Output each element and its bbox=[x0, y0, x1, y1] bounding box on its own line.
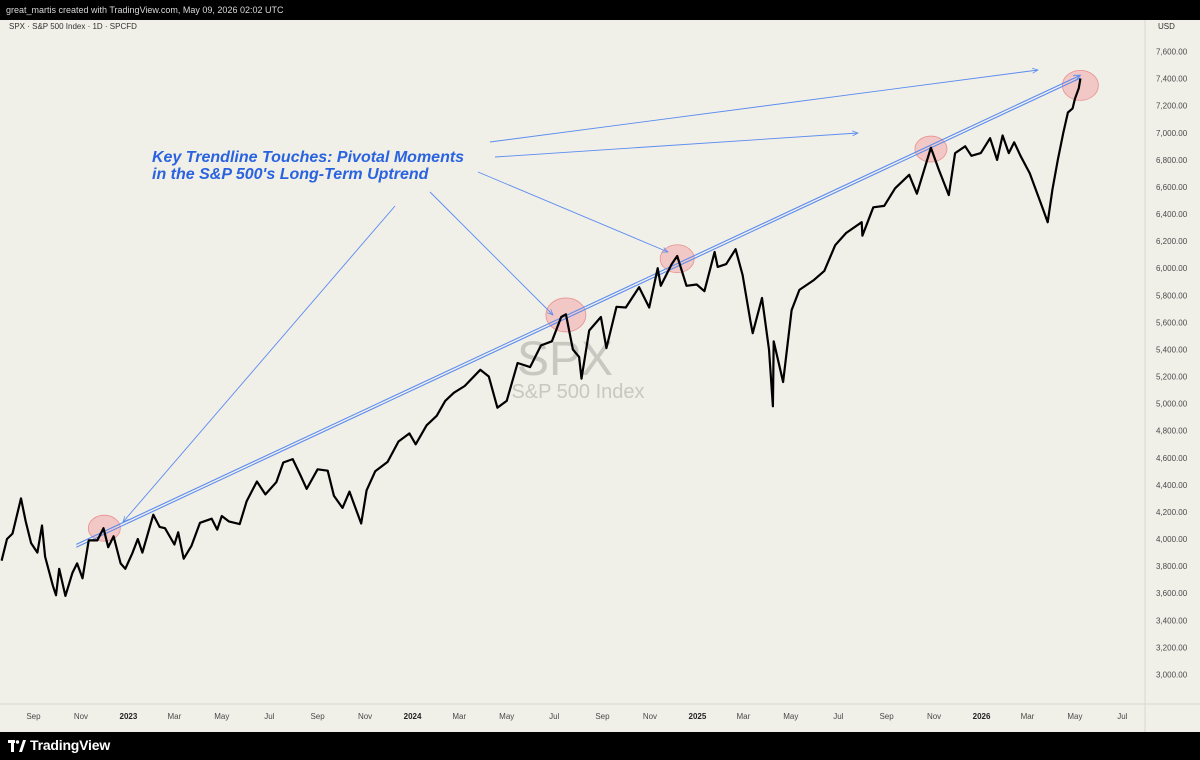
tradingview-logo-icon[interactable] bbox=[8, 740, 26, 752]
annotation-arrow bbox=[489, 70, 1038, 143]
x-tick-label: Nov bbox=[74, 712, 88, 721]
x-tick-label: Jul bbox=[264, 712, 274, 721]
annotation-arrow bbox=[123, 205, 396, 522]
x-tick-label: 2026 bbox=[973, 712, 991, 721]
annotation-arrow bbox=[494, 133, 858, 158]
x-tick-label: Jul bbox=[549, 712, 559, 721]
time-axis[interactable]: Sep Nov 2023 Mar May Jul Sep Nov 2024 Mar May Jul Se… bbox=[26, 712, 1127, 721]
trendline[interactable] bbox=[76, 74, 1081, 548]
y-tick-label: 5,000.00 bbox=[1156, 400, 1188, 409]
annotation-line-2: in the S&P 500's Long-Term Uptrend bbox=[152, 166, 430, 183]
y-tick-label: 3,600.00 bbox=[1156, 589, 1188, 598]
y-tick-label: 6,600.00 bbox=[1156, 183, 1188, 192]
y-tick-label: 6,400.00 bbox=[1156, 210, 1188, 219]
annotation-arrow bbox=[477, 171, 668, 252]
y-tick-label: 6,800.00 bbox=[1156, 156, 1188, 165]
y-tick-label: 4,000.00 bbox=[1156, 535, 1188, 544]
price-chart[interactable]: SPX S&P 500 Index 3,000.00 3,200.00 3,400.… bbox=[0, 20, 1200, 732]
x-tick-label: Mar bbox=[452, 712, 466, 721]
y-tick-label: 6,200.00 bbox=[1156, 237, 1188, 246]
y-tick-label: 7,400.00 bbox=[1156, 75, 1188, 84]
x-tick-label: May bbox=[214, 712, 229, 721]
x-tick-label: Jul bbox=[1117, 712, 1127, 721]
x-tick-label: Sep bbox=[879, 712, 894, 721]
x-tick-label: Nov bbox=[643, 712, 657, 721]
annotation-arrow bbox=[429, 191, 553, 315]
watermark: SPX S&P 500 Index bbox=[511, 333, 644, 403]
y-tick-label: 5,600.00 bbox=[1156, 318, 1188, 327]
annotation-line-1: Key Trendline Touches: Pivotal Moments bbox=[152, 149, 464, 166]
x-tick-label: 2024 bbox=[404, 712, 422, 721]
attribution-text: great_martis created with TradingView.co… bbox=[6, 5, 284, 15]
footer-bar: TradingView bbox=[0, 732, 1200, 760]
chart-panel[interactable]: SPX S&P 500 Index 3,000.00 3,200.00 3,400.… bbox=[0, 20, 1200, 732]
x-tick-label: May bbox=[1067, 712, 1082, 721]
y-tick-label: 3,200.00 bbox=[1156, 643, 1188, 652]
x-tick-label: Sep bbox=[26, 712, 41, 721]
y-tick-label: 4,200.00 bbox=[1156, 508, 1188, 517]
y-tick-label: 5,200.00 bbox=[1156, 373, 1188, 382]
trendline-stroke bbox=[76, 74, 1080, 545]
y-tick-label: 7,600.00 bbox=[1156, 48, 1188, 57]
y-tick-label: 5,400.00 bbox=[1156, 345, 1188, 354]
x-tick-label: May bbox=[783, 712, 798, 721]
x-tick-label: May bbox=[499, 712, 514, 721]
y-tick-label: 4,800.00 bbox=[1156, 427, 1188, 436]
y-tick-label: 6,000.00 bbox=[1156, 264, 1188, 273]
trendline-stroke bbox=[76, 77, 1081, 548]
y-tick-label: 4,600.00 bbox=[1156, 454, 1188, 463]
symbol-info[interactable]: SPX · S&P 500 Index · 1D · SPCFD bbox=[9, 22, 137, 31]
currency-label[interactable]: USD bbox=[1158, 22, 1175, 31]
y-tick-label: 7,000.00 bbox=[1156, 129, 1188, 138]
x-tick-label: Mar bbox=[736, 712, 750, 721]
price-line[interactable] bbox=[0, 78, 1082, 597]
watermark-symbol: SPX bbox=[517, 333, 613, 386]
x-tick-label: 2025 bbox=[689, 712, 707, 721]
y-tick-label: 4,400.00 bbox=[1156, 481, 1188, 490]
price-axis[interactable]: 3,000.00 3,200.00 3,400.00 3,600.00 3,800.00… bbox=[1156, 48, 1188, 680]
watermark-description: S&P 500 Index bbox=[511, 381, 644, 403]
x-tick-label: 2023 bbox=[120, 712, 138, 721]
x-tick-label: Sep bbox=[310, 712, 325, 721]
x-tick-label: Jul bbox=[833, 712, 843, 721]
x-tick-label: Mar bbox=[167, 712, 181, 721]
y-tick-label: 5,800.00 bbox=[1156, 291, 1188, 300]
x-tick-label: Nov bbox=[927, 712, 941, 721]
y-tick-label: 3,400.00 bbox=[1156, 616, 1188, 625]
annotation-arrows bbox=[123, 70, 1038, 522]
y-tick-label: 3,800.00 bbox=[1156, 562, 1188, 571]
x-tick-label: Nov bbox=[358, 712, 372, 721]
x-tick-label: Mar bbox=[1021, 712, 1035, 721]
y-tick-label: 3,000.00 bbox=[1156, 670, 1188, 679]
touch-point-marker bbox=[1061, 69, 1099, 101]
tradingview-brand[interactable]: TradingView bbox=[30, 737, 111, 753]
x-tick-label: Sep bbox=[595, 712, 610, 721]
y-tick-label: 7,200.00 bbox=[1156, 102, 1188, 111]
attribution-bar: great_martis created with TradingView.co… bbox=[0, 0, 1200, 20]
